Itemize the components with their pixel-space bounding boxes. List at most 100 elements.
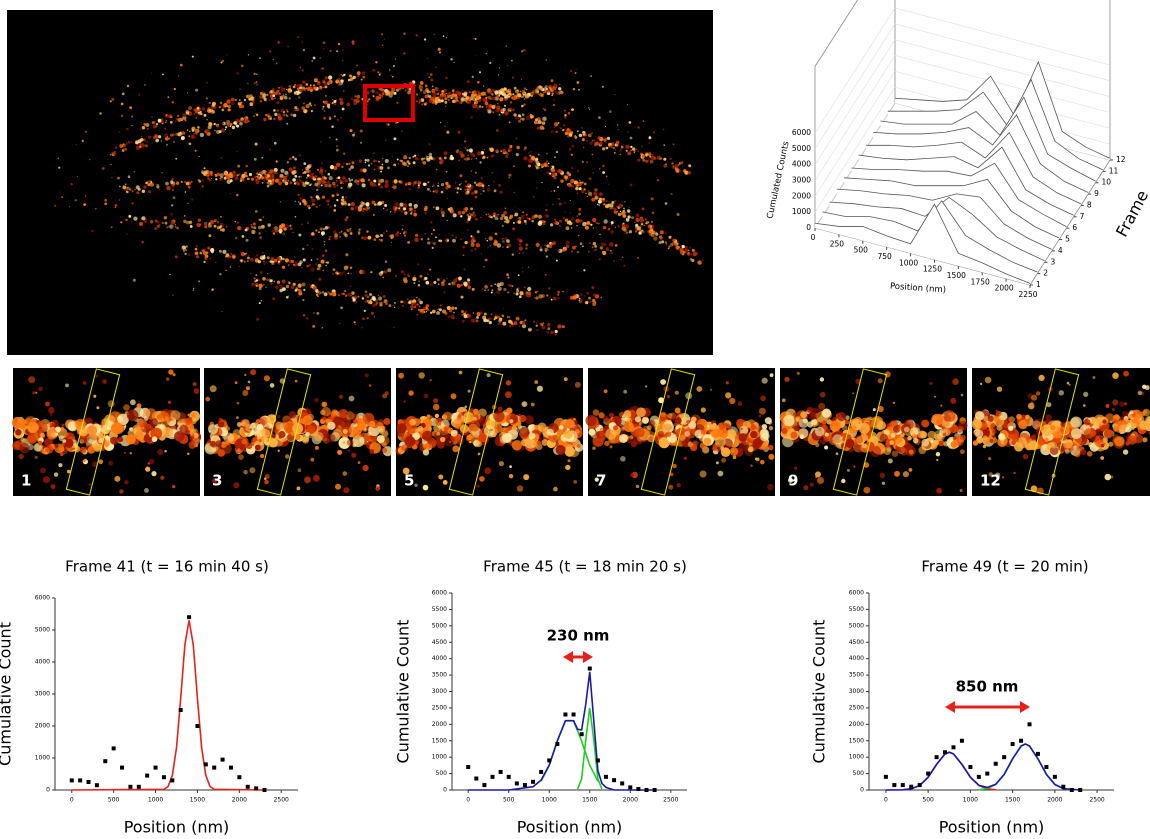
fluorescence-spot xyxy=(852,425,856,429)
fluorescence-spot xyxy=(485,238,486,239)
fluorescence-spot xyxy=(164,450,167,453)
fluorescence-spot xyxy=(135,431,144,440)
fluorescence-spot xyxy=(184,253,186,255)
fluorescence-spot xyxy=(376,235,379,238)
fluorescence-spot xyxy=(385,261,387,263)
fluorescence-spot xyxy=(507,246,509,248)
fluorescence-spot xyxy=(604,441,609,446)
fluorescence-spot xyxy=(267,185,270,188)
fluorescence-spot xyxy=(526,214,528,216)
fluorescence-spot xyxy=(282,258,285,261)
fluorescence-spot xyxy=(330,206,332,208)
fluorescence-spot xyxy=(122,185,126,189)
fluorescence-spot xyxy=(210,220,214,224)
fluorescence-spot xyxy=(440,304,442,306)
fluorescence-spot xyxy=(332,102,334,104)
fluorescence-spot xyxy=(262,429,270,437)
fluorescence-spot xyxy=(623,265,625,267)
fluorescence-spot xyxy=(665,202,668,205)
fluorescence-spot xyxy=(126,434,136,444)
fluorescence-spot xyxy=(458,277,462,281)
fluorescence-spot xyxy=(760,396,766,402)
fluorescence-spot xyxy=(484,285,488,289)
fluorescence-spot xyxy=(474,95,475,96)
fluorescence-spot xyxy=(288,296,289,297)
fluorescence-spot xyxy=(311,458,315,462)
fluorescence-spot xyxy=(506,273,509,276)
fluorescence-spot xyxy=(339,179,342,182)
fluorescence-spot xyxy=(202,179,204,181)
fluorescence-spot xyxy=(318,231,320,233)
fluorescence-spot xyxy=(278,262,281,265)
fluorescence-spot xyxy=(627,131,628,132)
fluorescence-spot xyxy=(470,213,473,216)
fluorescence-spot xyxy=(849,448,854,453)
fluorescence-spot xyxy=(426,158,430,162)
fluorescence-spot xyxy=(460,174,463,177)
fluorescence-spot xyxy=(491,292,493,294)
fluorescence-spot xyxy=(398,373,404,379)
fluorescence-spot xyxy=(588,107,589,108)
fluorescence-spot xyxy=(467,80,470,83)
fluorescence-spot xyxy=(445,182,448,185)
fluorescence-spot xyxy=(162,74,164,76)
fluorescence-spot xyxy=(104,199,107,202)
fluorescence-spot xyxy=(550,166,552,168)
fluorescence-spot xyxy=(494,189,497,192)
fluorescence-spot xyxy=(459,184,461,186)
fluorescence-spot xyxy=(259,302,261,304)
fluorescence-spot xyxy=(345,196,347,198)
fluorescence-spot xyxy=(362,71,366,75)
fluorescence-spot xyxy=(192,434,195,437)
fluorescence-spot xyxy=(443,291,445,293)
fluorescence-spot xyxy=(91,230,93,232)
fluorescence-spot xyxy=(461,102,463,104)
fluorescence-spot xyxy=(264,477,267,480)
fluorescence-spot xyxy=(668,485,673,490)
fluorescence-spot xyxy=(445,186,448,189)
fluorescence-spot xyxy=(158,135,161,138)
fluorescence-spot xyxy=(476,96,480,100)
fluorescence-spot xyxy=(626,232,628,234)
fluorescence-spot xyxy=(635,416,641,422)
fluorescence-spot xyxy=(360,130,363,133)
fluorescence-spot xyxy=(479,161,481,163)
fluorescence-spot xyxy=(189,131,191,133)
fluorescence-spot xyxy=(560,127,562,129)
fluorescence-spot xyxy=(438,283,440,285)
fluorescence-spot xyxy=(589,109,590,110)
fluorescence-spot xyxy=(325,419,329,423)
fluorescence-spot xyxy=(227,106,228,107)
fluorescence-spot xyxy=(555,330,558,333)
fluorescence-spot xyxy=(297,487,301,491)
fluorescence-spot xyxy=(165,222,168,225)
fluorescence-spot xyxy=(328,107,330,109)
fluorescence-spot xyxy=(852,392,854,394)
fluorescence-spot xyxy=(209,179,212,182)
fluorescence-spot xyxy=(913,438,918,443)
fluorescence-spot xyxy=(568,459,571,462)
fluorescence-spot xyxy=(429,379,431,381)
fluorescence-spot xyxy=(336,199,338,201)
fluorescence-spot xyxy=(195,137,197,139)
fluorescence-spot xyxy=(552,93,554,95)
fluorescence-spot xyxy=(201,249,203,251)
fluorescence-spot xyxy=(273,118,275,120)
fluorescence-spot xyxy=(361,79,363,81)
fluorescence-spot xyxy=(338,43,340,45)
fluorescence-spot xyxy=(211,107,213,109)
fluorescence-spot xyxy=(443,279,446,282)
fluorescence-spot xyxy=(185,249,186,250)
fluorescence-spot xyxy=(577,215,578,216)
fluorescence-spot xyxy=(550,173,552,175)
fluorescence-spot xyxy=(189,143,192,146)
fluorescence-spot xyxy=(453,92,455,94)
fluorescence-spot xyxy=(352,134,355,137)
fluorescence-spot xyxy=(295,201,297,203)
fluorescence-spot xyxy=(676,169,679,172)
fluorescence-spot xyxy=(538,445,542,449)
fluorescence-spot xyxy=(554,122,558,126)
fluorescence-spot xyxy=(239,173,241,175)
fluorescence-spot xyxy=(582,161,584,163)
fluorescence-spot xyxy=(378,179,382,183)
